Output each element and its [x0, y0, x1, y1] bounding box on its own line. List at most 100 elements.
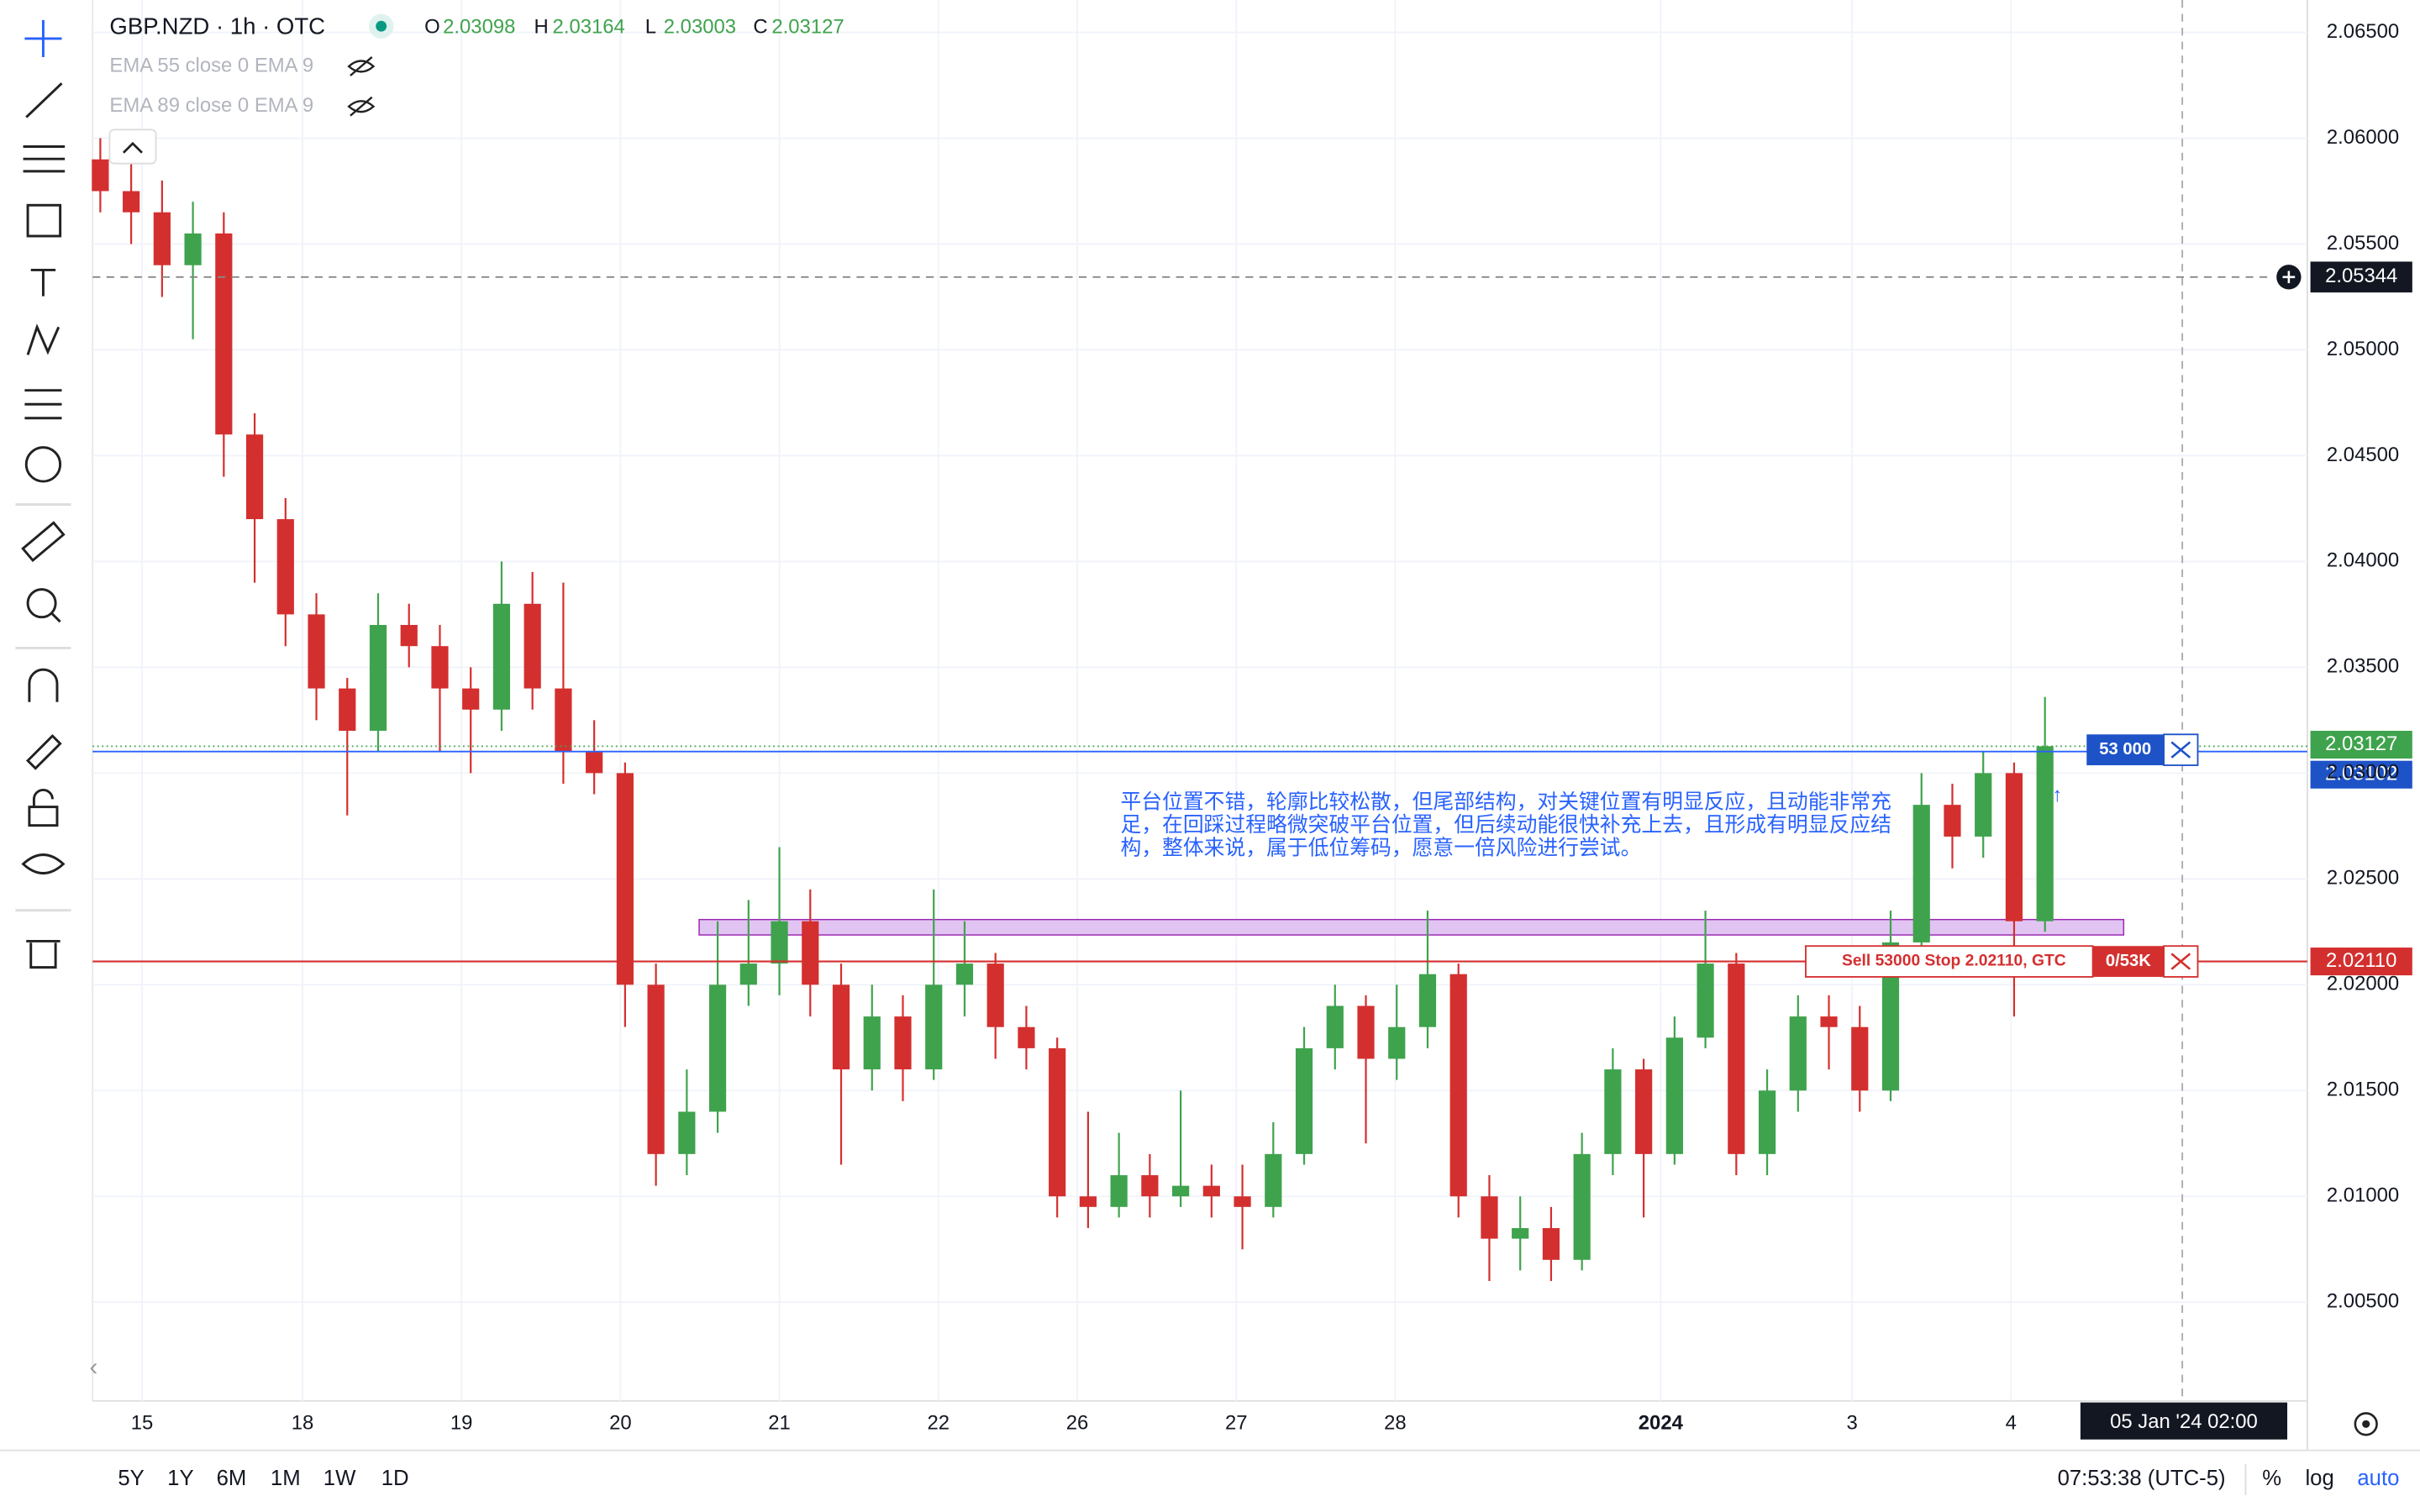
candle-body: [1049, 1047, 1066, 1197]
y-tick-label: 2.05000: [2327, 338, 2399, 360]
draw-mode-tool[interactable]: [25, 734, 62, 770]
y-tick-label: 2.04500: [2327, 444, 2399, 466]
collapse-button[interactable]: [108, 129, 157, 165]
candle-body: [1018, 1026, 1035, 1048]
candle-body: [215, 233, 233, 435]
text-tool[interactable]: [30, 268, 56, 297]
ohlc-key: C: [753, 15, 767, 38]
candle-body: [678, 1111, 696, 1154]
candle-body: [586, 752, 603, 774]
candle-body: [771, 921, 788, 964]
candle-body: [400, 625, 418, 647]
candle-body: [1449, 974, 1467, 1197]
hidden-eye-icon[interactable]: [347, 96, 376, 117]
scale-option[interactable]: %: [2262, 1467, 2281, 1490]
ohlc-key: O: [424, 15, 440, 38]
x-tick-label: 28: [1384, 1412, 1407, 1435]
crosshair-tool[interactable]: [24, 19, 62, 57]
crosshair-price-label: 2.05344: [2325, 265, 2397, 287]
range-button[interactable]: 6M: [217, 1467, 247, 1490]
candle-body: [1820, 1016, 1838, 1027]
pattern-tool[interactable]: [26, 323, 60, 355]
candles: [92, 138, 2054, 1282]
candle-body: [1728, 963, 1745, 1154]
position-qty-bg[interactable]: [2086, 734, 2165, 766]
ohlc-value: 2.03098: [443, 15, 515, 38]
position-close-x: [2170, 741, 2191, 759]
last-price-bg: [2310, 730, 2412, 759]
candle-body: [153, 212, 171, 265]
clock: 07:53:38 (UTC-5): [2058, 1467, 2226, 1490]
crosshair-price-bg: [2310, 261, 2412, 293]
stop-price-label: 2.02110: [2326, 949, 2396, 972]
hidden-eye-icon[interactable]: [347, 56, 376, 76]
candle-body: [1542, 1228, 1560, 1260]
candle-body: [1110, 1175, 1128, 1207]
candle-body: [986, 963, 1004, 1027]
stop-order-box[interactable]: [1805, 945, 2094, 978]
candle-body: [92, 159, 109, 192]
candle-body: [184, 233, 202, 265]
visibility-tool[interactable]: [21, 853, 66, 875]
range-button[interactable]: 1W: [324, 1467, 356, 1490]
scroll-left[interactable]: ‹: [90, 1353, 98, 1381]
last-price-label: 2.03127: [2325, 732, 2397, 755]
x-tick-label: 18: [292, 1412, 314, 1435]
header: O 2.03098 H 2.03164 L 2.03003 C 2.03127 EMA 55 c…: [109, 15, 844, 117]
candle-body: [555, 688, 572, 753]
trend-line-tool[interactable]: [25, 82, 63, 118]
y-tick-label: 2.01500: [2327, 1079, 2399, 1101]
range-button[interactable]: 5Y: [118, 1467, 144, 1490]
candle-body: [1635, 1069, 1653, 1154]
x-tick-label: 22: [927, 1412, 950, 1435]
indicator-label[interactable]: EMA 55 close 0 EMA 9: [109, 54, 313, 76]
range-button[interactable]: 1D: [381, 1467, 409, 1490]
stop-close-x: [2170, 953, 2191, 970]
ruler-tool[interactable]: [21, 521, 66, 563]
emoji-tool[interactable]: [24, 446, 62, 483]
footer: 5Y 1Y 6M 1M 1W 1D 07:53:38 (UTC-5)% log auto: [118, 1464, 2399, 1495]
candle-body: [1881, 942, 1900, 1091]
candle-body: [1326, 1005, 1344, 1048]
magnet-tool[interactable]: [28, 668, 59, 702]
candle-body: [523, 603, 541, 689]
zone-rectangle: [698, 918, 2125, 936]
candle-body: [1202, 1185, 1220, 1197]
candle-body: [123, 191, 140, 213]
candle-body: [1172, 1185, 1190, 1197]
stop-order-text: Sell 53000 Stop 2.02110, GTC: [1842, 953, 2066, 970]
scale-option[interactable]: log: [2305, 1467, 2333, 1490]
scale-option[interactable]: auto: [2357, 1467, 2399, 1490]
x-tick-label: 4: [2006, 1412, 2017, 1435]
candle-body: [1418, 974, 1437, 1027]
candle-body: [1481, 1196, 1498, 1239]
delete-tool[interactable]: [26, 939, 60, 969]
shape-tool[interactable]: [26, 203, 62, 238]
ohlc-value: 2.03164: [553, 15, 625, 38]
zoom-tool[interactable]: [26, 588, 61, 623]
candle-body: [1975, 773, 1992, 837]
candle-body: [1789, 1016, 1807, 1091]
crosshair-time-label: 05 Jan '24 02:00: [2110, 1410, 2258, 1433]
y-tick-label: 2.02000: [2327, 973, 2399, 995]
candle-body: [802, 921, 819, 985]
symbol-title[interactable]: GBP.NZD · 1h · OTC: [109, 13, 325, 39]
candle-body: [1665, 1037, 1683, 1154]
range-button[interactable]: 1Y: [167, 1467, 193, 1490]
lock-tool[interactable]: [28, 789, 59, 827]
candle-body: [1573, 1153, 1591, 1260]
candle-body: [832, 984, 850, 1070]
range-button[interactable]: 1M: [271, 1467, 301, 1490]
prediction-tool[interactable]: [24, 389, 62, 420]
y-tick-label: 2.05500: [2327, 232, 2399, 255]
ohlc-value: 2.03003: [664, 15, 736, 38]
indicator-label[interactable]: EMA 89 close 0 EMA 9: [109, 94, 313, 117]
stop-filled: 0/53K: [2106, 952, 2151, 970]
candle-body: [708, 984, 727, 1112]
candle-body: [1758, 1090, 1776, 1154]
candle-body: [1079, 1196, 1097, 1207]
fib-tool[interactable]: [23, 145, 66, 173]
settings-icon[interactable]: [2354, 1412, 2378, 1436]
